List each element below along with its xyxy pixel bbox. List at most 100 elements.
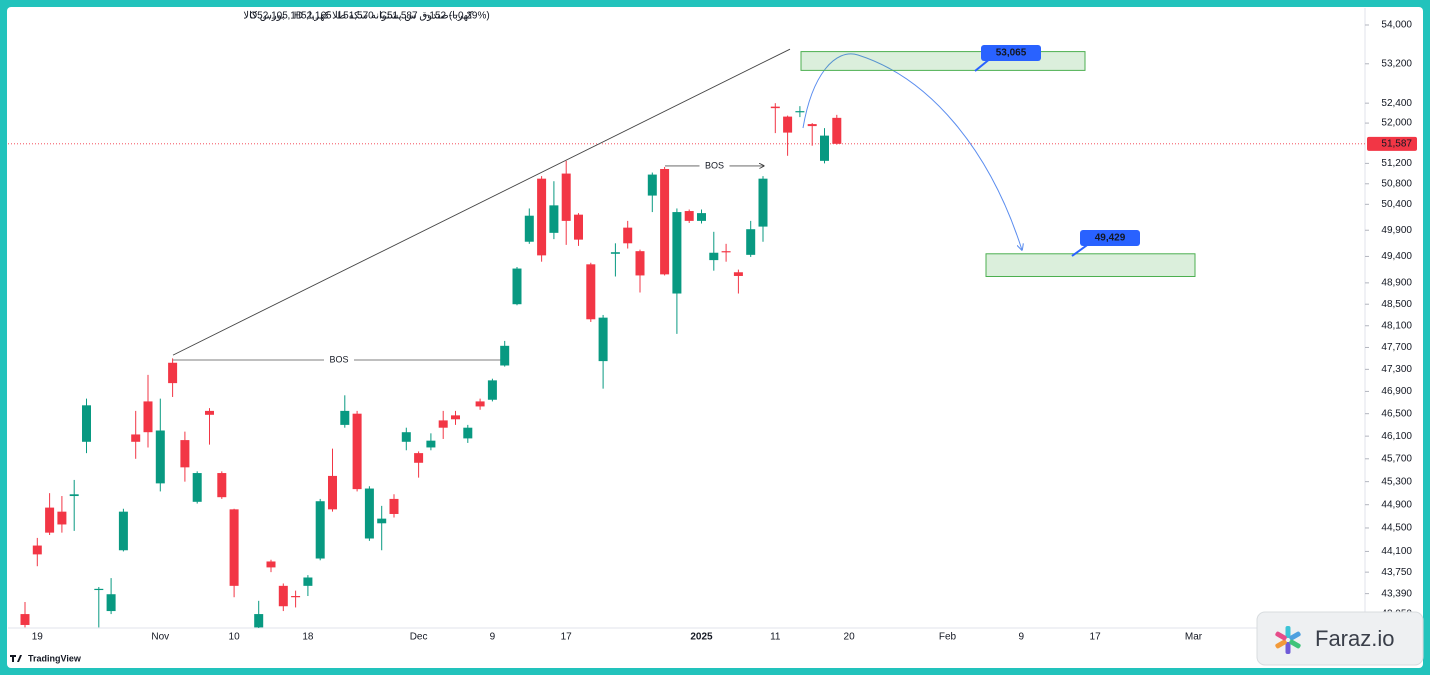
x-tick-label: 10 xyxy=(229,632,241,643)
candle-body xyxy=(463,427,473,439)
candle-body xyxy=(278,585,288,607)
candle-body xyxy=(180,440,190,468)
candle-body xyxy=(340,410,350,425)
candle-body xyxy=(315,501,325,559)
candle-body xyxy=(475,401,485,407)
target-zone xyxy=(800,51,1086,71)
ohlc-value: O52,105 xyxy=(249,11,288,22)
candle-body xyxy=(254,614,264,628)
candle-body xyxy=(500,345,510,366)
chart-title: کهربا-صندوق س.پشتوانه سکه طلا کهربا, 1D,… xyxy=(243,11,473,22)
y-tick-label: 48,900 xyxy=(1381,278,1412,289)
logo-text: TradingView xyxy=(28,653,82,663)
candle-body xyxy=(832,117,842,144)
candle-body xyxy=(377,518,387,524)
x-tick-label: 9 xyxy=(1019,632,1025,643)
candle-body xyxy=(106,594,116,612)
y-tick-label: 46,900 xyxy=(1381,386,1412,397)
target-zone xyxy=(985,253,1196,277)
candle-body xyxy=(143,401,153,433)
y-tick-label: 48,100 xyxy=(1381,320,1412,331)
y-tick-label: 47,700 xyxy=(1381,342,1412,353)
candle-body xyxy=(549,205,559,233)
candle-body xyxy=(647,174,657,196)
candle-body xyxy=(672,212,682,294)
zone-label: 53,065 xyxy=(996,48,1027,59)
bos-label: BOS xyxy=(705,160,724,170)
y-tick-label: 50,800 xyxy=(1381,178,1412,189)
candle-body xyxy=(69,494,79,497)
candle-body xyxy=(684,211,694,221)
icon-petal xyxy=(1289,639,1301,649)
y-tick-label: 49,900 xyxy=(1381,225,1412,236)
x-tick-label: 17 xyxy=(1090,632,1102,643)
candle-body xyxy=(537,178,547,256)
zone-tag xyxy=(981,45,1041,61)
candle-body xyxy=(574,214,583,240)
y-tick-label: 46,500 xyxy=(1381,408,1412,419)
last-price-tag xyxy=(1367,136,1417,151)
trendline xyxy=(172,48,791,356)
candle-body xyxy=(229,509,239,586)
candle-body xyxy=(266,561,276,568)
x-tick-label: 17 xyxy=(561,632,573,643)
watermark-bg xyxy=(1256,611,1424,666)
candle-body xyxy=(57,511,67,525)
candle-body xyxy=(217,473,227,498)
chart-background xyxy=(7,7,1423,668)
candle-body xyxy=(168,362,178,384)
ohlc-value: H52,165 xyxy=(294,11,332,22)
candle-body xyxy=(438,420,448,428)
y-tick-label: 48,500 xyxy=(1381,299,1412,310)
y-tick-label: 45,700 xyxy=(1381,453,1412,464)
candle-body xyxy=(660,168,670,275)
candle-body xyxy=(610,252,620,254)
x-tick-label: Dec xyxy=(410,632,428,643)
candle-body xyxy=(721,251,731,253)
bos-label-bg xyxy=(324,354,354,367)
icon-petal xyxy=(1285,642,1291,654)
y-tick-label: 47,300 xyxy=(1381,364,1412,375)
y-tick-label: 52,000 xyxy=(1381,118,1412,129)
y-tick-label: 44,100 xyxy=(1381,546,1412,557)
candle-body xyxy=(45,507,55,533)
candle-body xyxy=(598,317,608,362)
candle-body xyxy=(697,213,706,221)
x-tick-label: 9 xyxy=(490,632,496,643)
watermark-text: Faraz.io xyxy=(1315,626,1394,651)
candle-body xyxy=(352,413,362,490)
tradingview-logo: TradingView xyxy=(10,653,82,663)
candle-body xyxy=(795,111,805,113)
x-tick-label: 11 xyxy=(770,632,781,643)
candle-body xyxy=(94,588,104,591)
candle-body xyxy=(807,124,817,127)
candle-body xyxy=(524,215,534,242)
candle-body xyxy=(205,410,214,415)
candle-body xyxy=(623,227,633,244)
candle-body xyxy=(586,264,596,320)
last-price-label: 51,587 xyxy=(1381,138,1412,149)
candle-body xyxy=(82,405,91,442)
y-tick-label: 49,400 xyxy=(1381,251,1412,262)
x-tick-label: 20 xyxy=(844,632,856,643)
candle-body xyxy=(746,229,756,255)
candle-body xyxy=(401,432,411,442)
candle-body xyxy=(770,106,780,109)
candle-body xyxy=(709,252,719,261)
icon-petal xyxy=(1275,631,1287,641)
icon-petal xyxy=(1275,639,1287,649)
icon-petal xyxy=(1285,626,1291,638)
x-tick-label: Feb xyxy=(939,632,957,643)
x-tick-label: Mar xyxy=(1185,632,1203,643)
change-value: −152 (−0.29%) xyxy=(424,11,490,22)
projection-arrow xyxy=(802,53,1022,250)
y-tick-label: 43,750 xyxy=(1381,567,1412,578)
candle-body xyxy=(635,251,645,276)
candle-body xyxy=(118,511,128,551)
candle-body xyxy=(192,473,202,502)
candle-body xyxy=(512,268,522,305)
y-tick-label: 54,000 xyxy=(1381,20,1412,31)
candle-body xyxy=(32,545,42,555)
